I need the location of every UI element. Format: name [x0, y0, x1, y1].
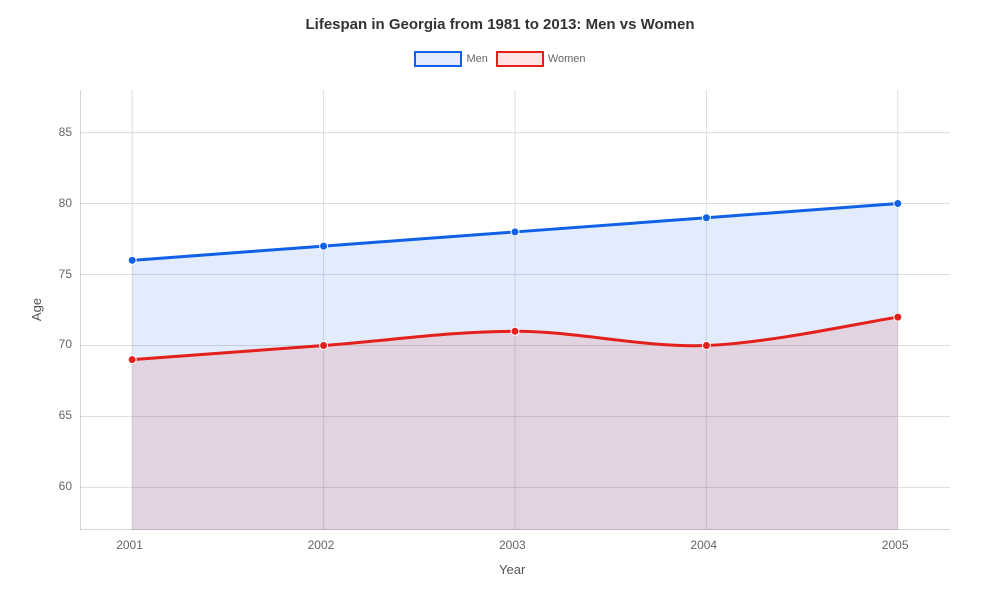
x-axis-title: Year: [499, 562, 525, 577]
plot-area: [80, 90, 950, 530]
legend-item-women[interactable]: Women: [496, 51, 586, 67]
x-tick-label: 2001: [116, 538, 143, 552]
y-tick-label: 85: [59, 125, 72, 139]
legend-item-men[interactable]: Men: [414, 51, 487, 67]
legend-swatch-women: [496, 51, 544, 67]
legend-label-women: Women: [548, 53, 586, 65]
x-tick-label: 2003: [499, 538, 526, 552]
y-tick-label: 60: [59, 479, 72, 493]
chart-container: Lifespan in Georgia from 1981 to 2013: M…: [0, 0, 1000, 600]
legend-swatch-men: [414, 51, 462, 67]
y-tick-label: 80: [59, 196, 72, 210]
plot-svg: [80, 90, 950, 530]
chart-title: Lifespan in Georgia from 1981 to 2013: M…: [0, 0, 1000, 33]
y-axis-title: Age: [29, 298, 44, 321]
y-tick-label: 75: [59, 267, 72, 281]
legend-label-men: Men: [466, 53, 487, 65]
x-tick-label: 2005: [882, 538, 909, 552]
x-tick-label: 2004: [690, 538, 717, 552]
legend: Men Women: [0, 51, 1000, 67]
x-tick-label: 2002: [308, 538, 335, 552]
y-tick-label: 70: [59, 337, 72, 351]
y-tick-label: 65: [59, 408, 72, 422]
